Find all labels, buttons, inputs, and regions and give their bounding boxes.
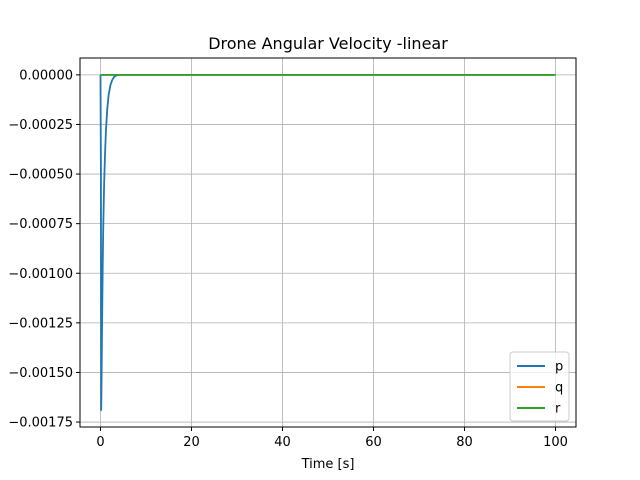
axis-ticks: 0 20 40 60 80 100 0.00000 −0.00025 −0.00050 −0.00… xyxy=(8,68,568,450)
grid xyxy=(80,58,576,427)
x-tick-label: 80 xyxy=(456,435,473,450)
y-tick-label: −0.00050 xyxy=(8,168,73,183)
legend-label-p: p xyxy=(555,360,563,375)
y-tick-label: −0.00175 xyxy=(8,416,73,431)
plot-frame xyxy=(79,57,577,428)
legend: pqr xyxy=(509,351,570,422)
y-tick-label: −0.00100 xyxy=(8,267,73,282)
x-tick-label: 100 xyxy=(543,435,568,450)
x-tick-label: 0 xyxy=(96,435,104,450)
y-tick-label: −0.00025 xyxy=(8,118,73,133)
series-lines xyxy=(99,73,556,412)
chart-title: Drone Angular Velocity -linear xyxy=(208,34,448,53)
y-tick-label: −0.00125 xyxy=(8,316,73,331)
x-axis-label: Time [s] xyxy=(301,457,355,472)
y-tick-label: −0.00150 xyxy=(8,366,73,381)
x-tick-label: 60 xyxy=(365,435,382,450)
x-tick-label: 40 xyxy=(274,435,291,450)
legend-label-q: q xyxy=(555,381,563,396)
x-tick-label: 20 xyxy=(183,435,200,450)
y-tick-label: −0.00075 xyxy=(8,217,73,232)
y-tick-label: 0.00000 xyxy=(19,68,73,83)
legend-label-r: r xyxy=(555,402,561,417)
